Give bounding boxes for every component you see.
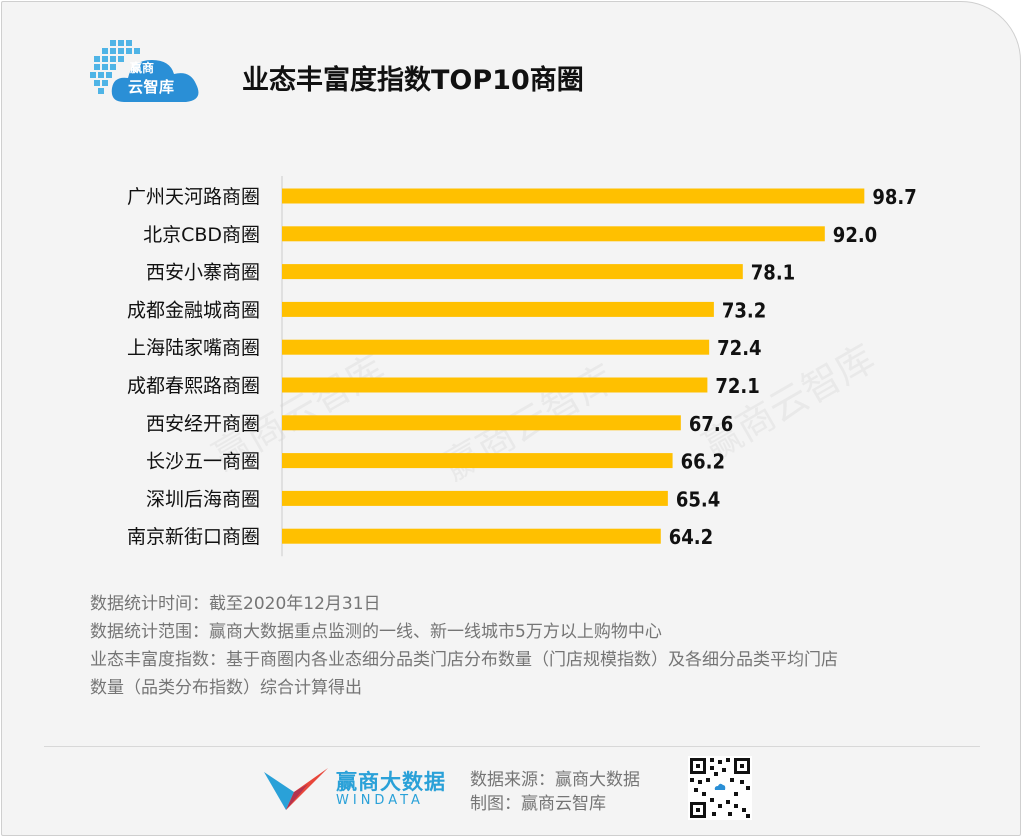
category-label: 长沙五一商圈 (146, 451, 260, 473)
value-label: 65.4 (676, 487, 720, 511)
qr-code-icon (688, 756, 752, 820)
value-label: 73.2 (722, 298, 766, 322)
chart-title: 业态丰富度指数TOP10商圈 (242, 65, 584, 96)
made-by-text: 制图：赢商云智库 (470, 794, 606, 814)
bar (282, 339, 710, 355)
category-label: 成都春熙路商圈 (127, 375, 260, 397)
category-label: 北京CBD商圈 (143, 224, 260, 246)
value-label: 72.4 (717, 336, 761, 360)
source-block: 数据来源：赢商大数据 制图：赢商云智库 (470, 768, 640, 816)
logo-text-top: 赢商 (130, 61, 155, 75)
category-label: 西安经开商圈 (146, 413, 260, 435)
note-scope: 数据统计范围：赢商大数据重点监测的一线、新一线城市5万方以上购物中心 (90, 622, 662, 642)
bar-chart: 广州天河路商圈 98.7 北京CBD商圈 92.0 西安小寨商圈 78.1 成都金融城商圈 7… (127, 176, 917, 557)
windata-brand-en: WINDATA (336, 793, 424, 808)
footer-divider (44, 746, 980, 747)
note-time: 数据统计时间：截至2020年12月31日 (90, 594, 381, 614)
bar (282, 301, 714, 317)
category-label: 南京新街口商圈 (127, 526, 260, 548)
category-label: 成都金融城商圈 (127, 299, 260, 321)
category-label: 上海陆家嘴商圈 (127, 337, 260, 359)
cloud-logo-icon (90, 40, 199, 102)
category-label: 广州天河路商圈 (127, 186, 260, 208)
bar (282, 528, 661, 544)
bar (282, 377, 708, 393)
note-definition-cont: 数量（品类分布指数）综合计算得出 (90, 678, 362, 698)
value-label: 64.2 (669, 525, 713, 549)
bar (282, 264, 743, 280)
logo-text-bottom: 云智库 (128, 78, 175, 96)
value-label: 98.7 (872, 185, 916, 209)
category-label: 西安小寨商圈 (146, 262, 260, 284)
value-label: 72.1 (715, 374, 759, 398)
bar (282, 490, 668, 506)
notes: 数据统计时间：截至2020年12月31日 数据统计范围：赢商大数据重点监测的一线… (90, 590, 970, 702)
bar (282, 415, 681, 431)
windata-brand-cn: 赢商大数据 (336, 770, 446, 794)
value-label: 78.1 (751, 261, 795, 285)
bar (282, 226, 825, 242)
note-definition: 业态丰富度指数：基于商圈内各业态细分品类门店分布数量（门店规模指数）及各细分品类… (90, 650, 838, 670)
value-label: 67.6 (689, 412, 733, 436)
windata-logo-icon (264, 768, 328, 810)
bar (282, 188, 865, 204)
category-label: 深圳后海商圈 (146, 488, 260, 510)
source-text: 数据来源：赢商大数据 (470, 770, 640, 790)
value-label: 66.2 (681, 450, 725, 474)
bar (282, 453, 673, 469)
value-label: 92.0 (833, 223, 877, 247)
